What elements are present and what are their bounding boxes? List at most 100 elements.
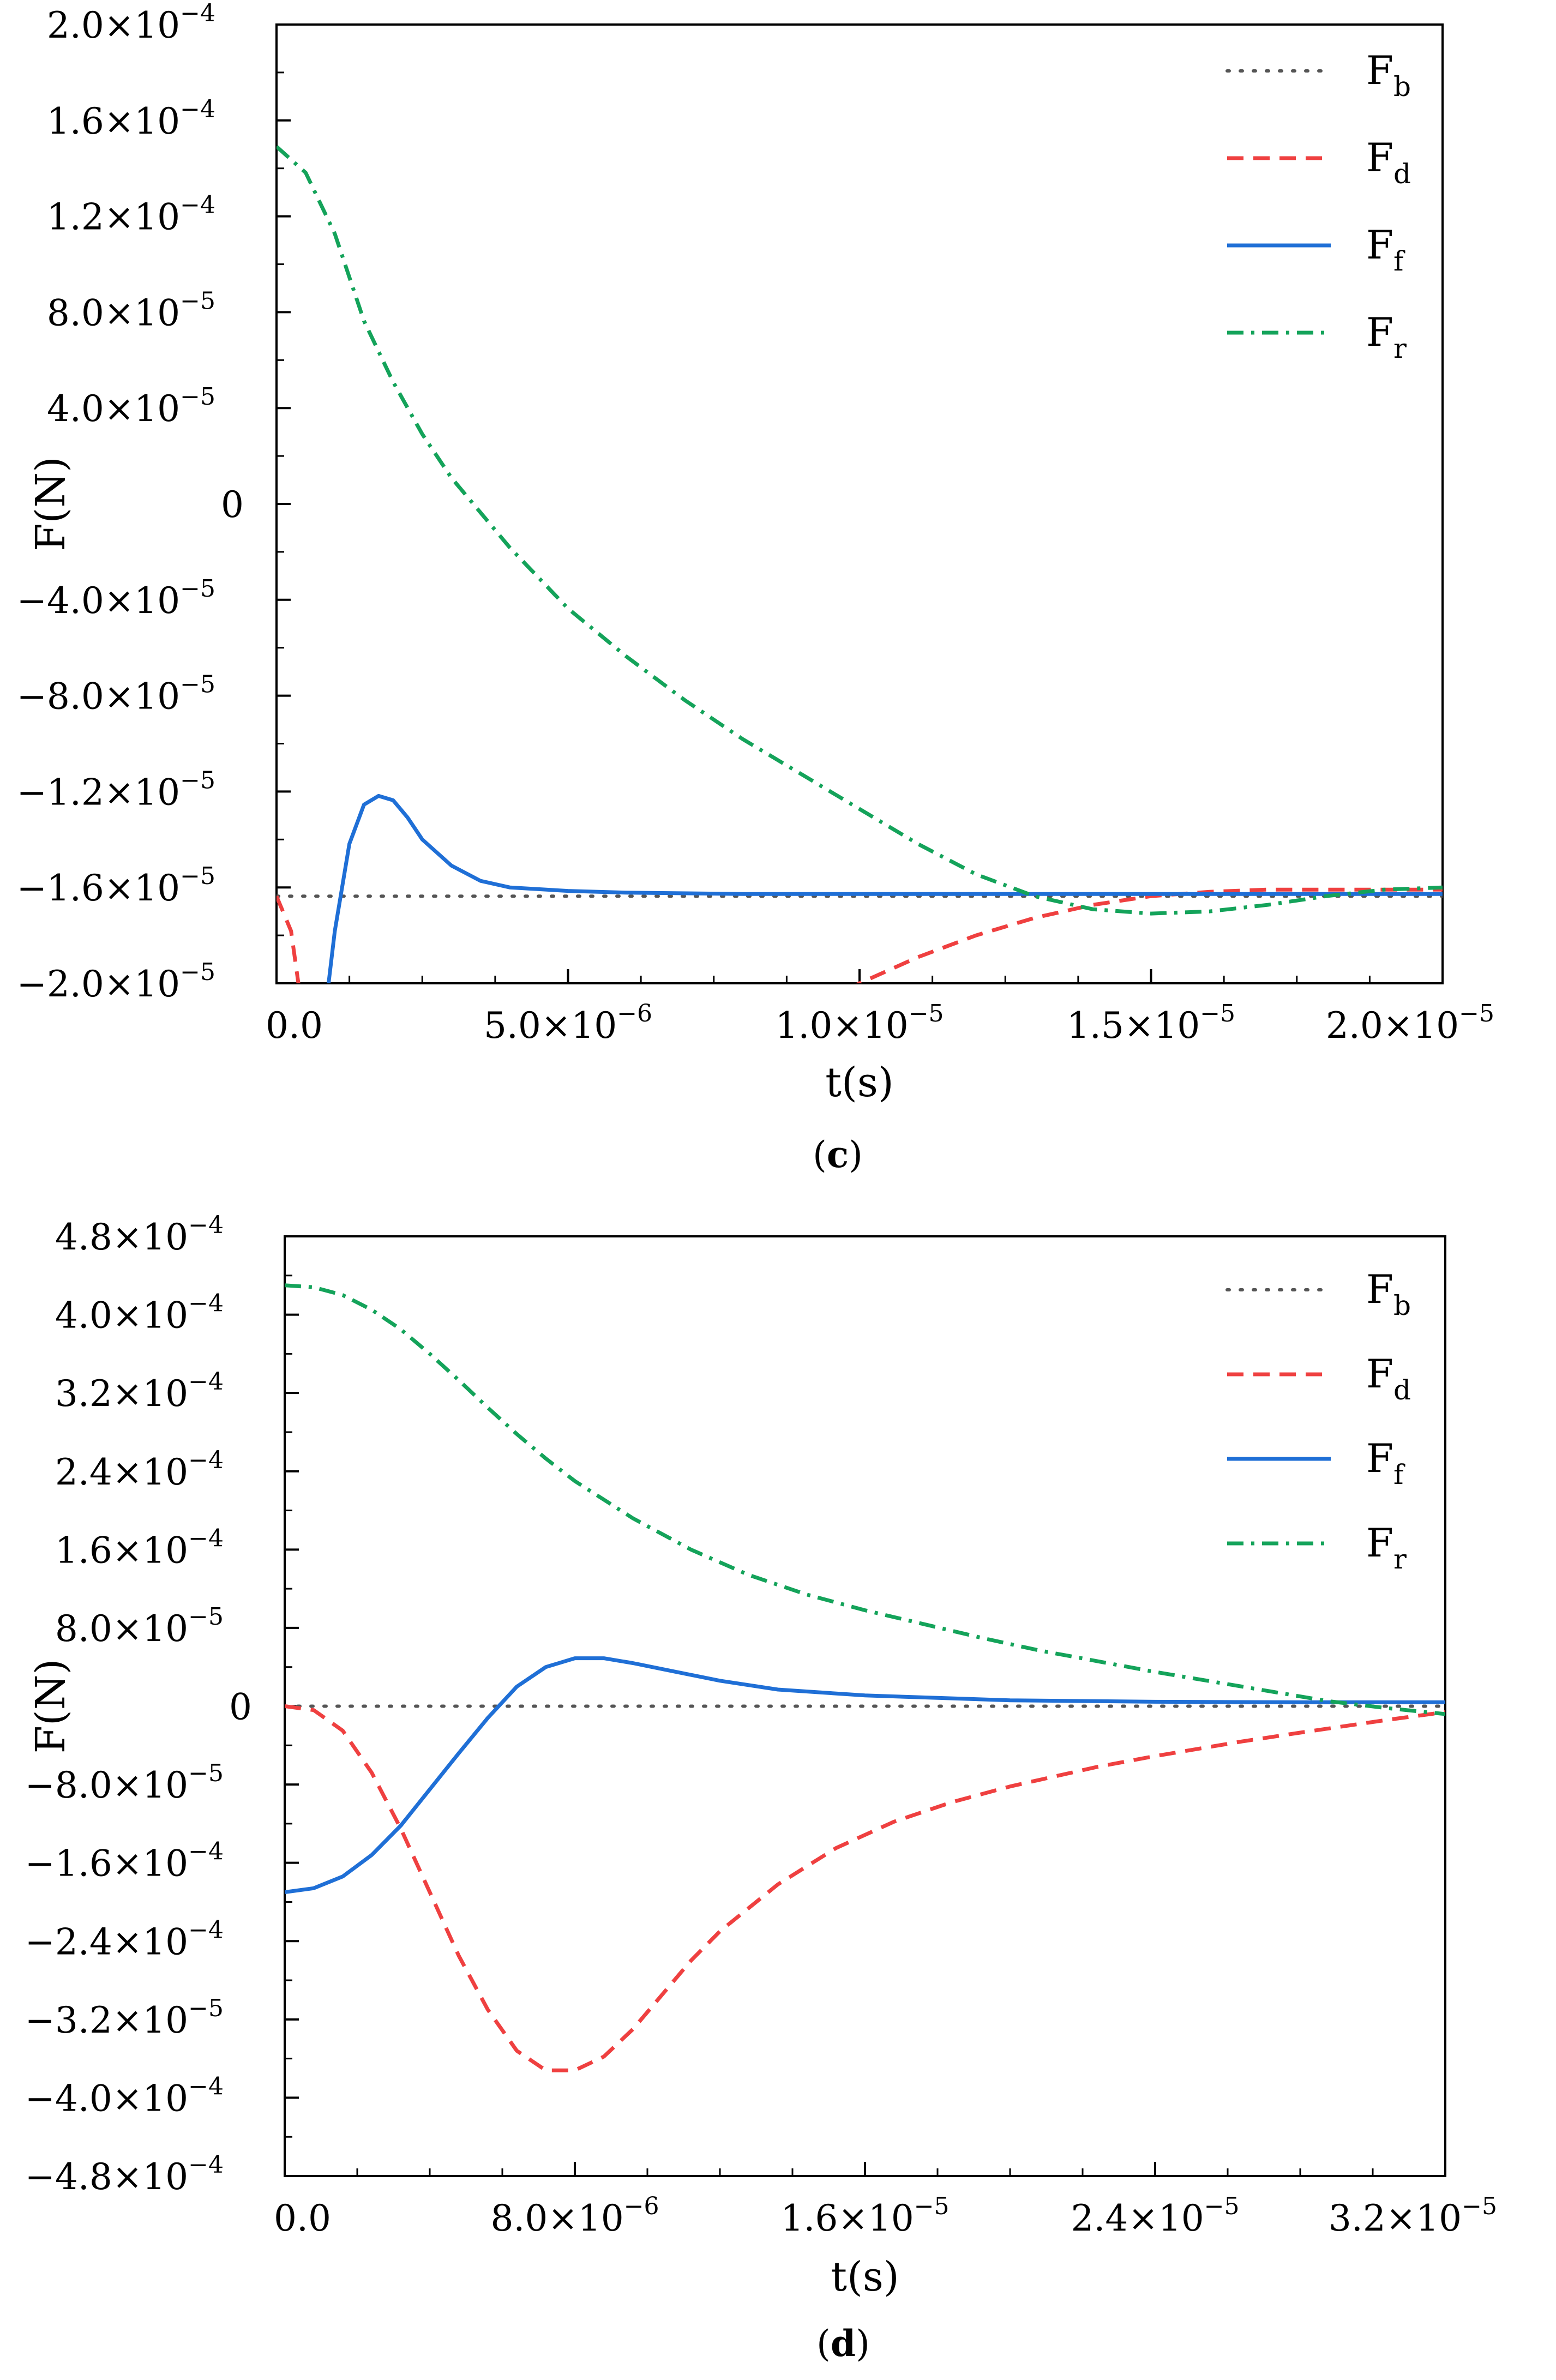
x-tick-label: 3.2×10−5 [1329, 2192, 1497, 2239]
y-tick-label-exponent: −4 [188, 1368, 224, 1396]
plot-frame [284, 1235, 1446, 2177]
y-tick-label-mantissa: 1.2×10 [47, 196, 180, 238]
x-axis-title: t(s) [831, 2253, 899, 2300]
chart-c: 0.0 5.0×10−6 1.0×10−5 1.5×10−5 2.0×10−52.0×1… [17, 0, 1494, 1176]
y-tick-label-exponent: −4 [188, 2072, 224, 2100]
y-tick-label: 0 [221, 484, 244, 526]
y-tick-label: 3.2×10−4 [55, 1368, 224, 1415]
y-tick-label-mantissa: −1.6×10 [17, 867, 181, 909]
legend-label-subscript: d [1393, 158, 1411, 190]
legend-label-subscript: d [1393, 1374, 1411, 1406]
y-tick-label-mantissa: −4.8×10 [25, 2156, 189, 2198]
y-tick-label-exponent: −4 [188, 1524, 224, 1552]
x-tick-label-mantissa: 0.0 [266, 1005, 323, 1047]
legend-label-main: F [1366, 135, 1393, 181]
y-tick-label: −1.2×10−5 [17, 766, 215, 813]
y-tick-label-exponent: −5 [180, 671, 215, 699]
y-tick-label-exponent: −4 [188, 1290, 224, 1318]
panel-caption: (c) [813, 1133, 863, 1176]
y-tick-label-mantissa: −1.6×10 [25, 1843, 189, 1885]
x-tick-label: 1.6×10−5 [780, 2192, 949, 2239]
x-tick-label-mantissa: 5.0×10 [484, 1005, 617, 1047]
legend-label-fb: Fb [1366, 1266, 1411, 1321]
y-tick-label: −1.6×10−5 [17, 862, 215, 909]
x-tick-label-exponent: −5 [1200, 1000, 1235, 1027]
y-tick-label-exponent: −4 [180, 95, 215, 123]
y-tick-label-mantissa: 0 [229, 1686, 252, 1728]
x-tick-label-mantissa: 2.4×10 [1071, 2197, 1204, 2239]
x-tick-label-mantissa: 3.2×10 [1329, 2197, 1462, 2239]
y-tick-label-exponent: −5 [180, 383, 215, 411]
legend-label-fd: Fd [1366, 1351, 1411, 1406]
y-tick-label-mantissa: 1.6×10 [55, 1529, 188, 1571]
y-tick-label-exponent: −4 [188, 1916, 224, 1944]
chart-d: 0.0 8.0×10−6 1.6×10−5 2.4×10−5 3.2×10−54.8×1… [25, 1211, 1497, 2365]
legend-label-ff: Ff [1366, 222, 1405, 277]
y-tick-label-mantissa: −8.0×10 [17, 676, 181, 718]
y-tick-label: −4.0×10−4 [25, 2072, 224, 2119]
legend-label-main: F [1366, 309, 1393, 355]
y-tick-label-exponent: −4 [188, 1211, 224, 1239]
y-tick-label-exponent: −5 [188, 1603, 224, 1631]
y-tick-label-mantissa: −1.2×10 [17, 771, 181, 813]
x-tick-label-exponent: −5 [1462, 2192, 1497, 2220]
y-tick-label: 1.6×10−4 [47, 95, 215, 142]
x-tick-label: 0.0 [274, 2197, 331, 2239]
y-tick-label: 2.0×10−4 [47, 0, 215, 46]
y-tick-label-mantissa: 0 [221, 484, 244, 526]
y-tick-label-exponent: −5 [188, 1994, 224, 2022]
y-tick-label: 2.4×10−4 [55, 1446, 224, 1493]
y-tick-label-exponent: −5 [180, 287, 215, 315]
series-line-fd [277, 887, 1443, 983]
y-tick-label-mantissa: −8.0×10 [25, 1764, 189, 1806]
caption-letter: d [831, 2322, 856, 2365]
y-tick-label-exponent: −5 [180, 862, 215, 890]
series-line-fr [277, 145, 1443, 916]
y-tick-label-exponent: −5 [180, 575, 215, 603]
x-tick-label-mantissa: 1.0×10 [775, 1005, 908, 1047]
panel-caption: (d) [816, 2322, 870, 2365]
y-tick-label-exponent: −4 [188, 2151, 224, 2179]
y-tick-label: −2.4×10−4 [25, 1916, 224, 1963]
y-tick-label: 4.8×10−4 [55, 1211, 224, 1258]
y-tick-label-mantissa: 3.2×10 [55, 1373, 188, 1415]
y-tick-label: −2.0×10−5 [17, 958, 215, 1005]
legend-label-ff: Ff [1366, 1435, 1405, 1490]
x-tick-label-exponent: −5 [914, 2192, 950, 2220]
legend-label-subscript: f [1393, 245, 1405, 277]
y-tick-label-mantissa: −3.2×10 [25, 1999, 189, 2041]
legend-label-fd: Fd [1366, 135, 1411, 190]
x-tick-label: 5.0×10−6 [484, 1000, 652, 1047]
y-tick-label: −4.0×10−5 [17, 575, 215, 622]
plot-frame [275, 23, 1444, 984]
caption-open-paren: ( [816, 2323, 831, 2365]
legend-label-main: F [1366, 1351, 1393, 1397]
x-tick-label-exponent: −6 [617, 1000, 652, 1027]
legend-label-main: F [1366, 1520, 1393, 1566]
legend-label-fr: Fr [1366, 309, 1407, 364]
y-tick-label-exponent: −4 [180, 191, 215, 219]
y-tick-label: 1.2×10−4 [47, 191, 215, 238]
legend-label-main: F [1366, 222, 1393, 268]
y-tick-label-mantissa: 4.0×10 [55, 1295, 188, 1337]
caption-close-paren: ) [849, 1134, 863, 1176]
x-tick-label-exponent: −5 [1204, 2192, 1240, 2220]
x-axis-ticks: 0.0 8.0×10−6 1.6×10−5 2.4×10−5 3.2×10−5 [274, 2162, 1497, 2239]
y-tick-label: 0 [229, 1686, 252, 1728]
x-tick-label-mantissa: 2.0×10 [1326, 1005, 1459, 1047]
y-tick-label: 4.0×10−4 [55, 1290, 224, 1337]
y-tick-label: −4.8×10−4 [25, 2151, 224, 2198]
y-tick-label-mantissa: −2.4×10 [25, 1921, 189, 1963]
y-tick-label-mantissa: −4.0×10 [17, 580, 181, 622]
y-tick-label-exponent: −5 [180, 766, 215, 794]
y-tick-label-exponent: −5 [188, 1759, 224, 1787]
legend-label-main: F [1366, 1266, 1393, 1312]
y-tick-label-exponent: −4 [180, 0, 215, 27]
y-tick-label-mantissa: −4.0×10 [25, 2077, 189, 2119]
y-tick-label-exponent: −5 [180, 958, 215, 986]
x-tick-label-exponent: −5 [1459, 1000, 1494, 1027]
legend-label-fb: Fb [1366, 47, 1411, 103]
x-axis-title: t(s) [825, 1059, 893, 1106]
